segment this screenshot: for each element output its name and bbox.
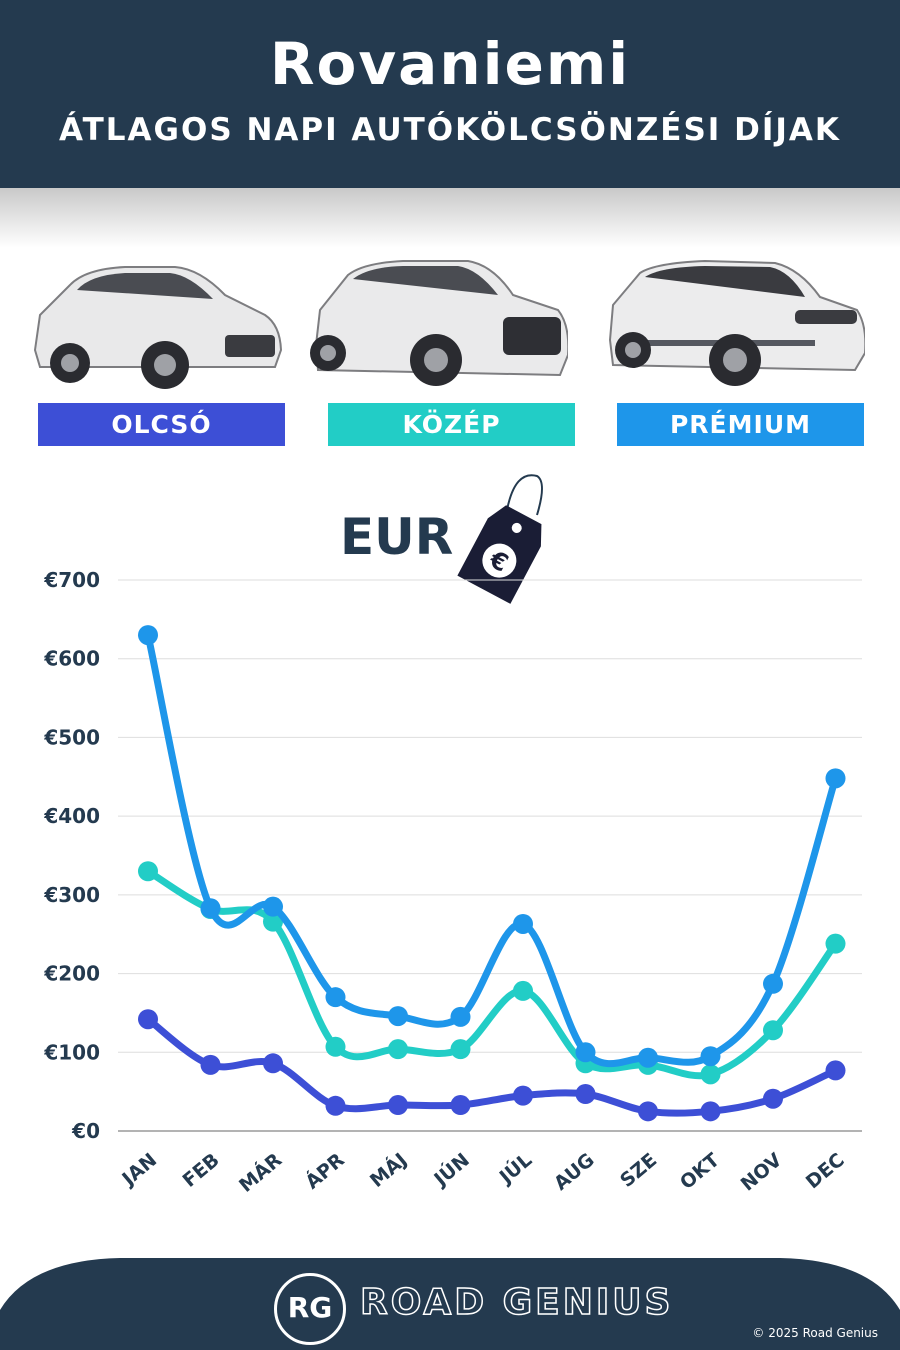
data-point xyxy=(513,1085,533,1106)
x-tick-label: FEB xyxy=(179,1149,224,1192)
data-point xyxy=(200,898,221,919)
data-point xyxy=(388,1039,408,1060)
x-tick-label: SZE xyxy=(616,1149,661,1192)
x-tick-label: JAN xyxy=(117,1149,162,1191)
series-line xyxy=(144,1015,839,1117)
suv-car-icon xyxy=(310,260,568,386)
data-point xyxy=(513,980,533,1001)
euro-price-tag-icon: € xyxy=(457,474,543,604)
data-point xyxy=(638,1047,658,1068)
data-point xyxy=(825,768,846,789)
legend-badge-kozep: KÖZÉP xyxy=(328,403,575,446)
data-point xyxy=(325,1095,346,1116)
data-point xyxy=(325,987,346,1008)
series-1 xyxy=(138,861,846,1085)
data-point xyxy=(763,1088,783,1109)
page-title: Rovaniemi xyxy=(269,30,631,98)
hatchback-car-icon xyxy=(33,266,283,389)
data-point xyxy=(700,1046,721,1067)
data-point xyxy=(638,1101,658,1122)
x-tick-label: JÚL xyxy=(493,1147,536,1189)
data-point xyxy=(388,1095,408,1116)
page-subtitle: ÁTLAGOS NAPI AUTÓKÖLCSÖNZÉSI DÍJAK xyxy=(59,112,841,148)
y-tick-label: €200 xyxy=(43,962,100,986)
series-0 xyxy=(138,1009,846,1122)
data-point xyxy=(575,1042,596,1063)
data-point xyxy=(825,933,846,954)
premium-suv-car-icon xyxy=(608,259,865,386)
y-tick-label: €400 xyxy=(43,804,100,828)
x-tick-label: OKT xyxy=(676,1149,724,1194)
header-banner: Rovaniemi ÁTLAGOS NAPI AUTÓKÖLCSÖNZÉSI D… xyxy=(0,0,900,188)
legend-badge-premium: PRÉMIUM xyxy=(617,403,864,446)
data-point xyxy=(388,1006,408,1027)
data-point xyxy=(700,1064,721,1085)
y-tick-label: €100 xyxy=(43,1040,100,1064)
x-tick-label: MÁR xyxy=(234,1148,286,1197)
series-2 xyxy=(138,625,846,1068)
y-tick-label: €700 xyxy=(43,568,100,592)
line-chart: €0 €100 €200 €300 €400 €500 €600 €700 JAN FEB MÁR… xyxy=(43,568,862,1197)
y-tick-label: €500 xyxy=(43,725,100,749)
x-tick-label: ÁPR xyxy=(301,1148,349,1194)
legend-badge-olcso: OLCSÓ xyxy=(38,403,285,446)
x-tick-label: JÚN xyxy=(427,1147,473,1191)
data-point xyxy=(200,1054,221,1075)
data-point xyxy=(825,1060,846,1081)
data-point xyxy=(263,896,283,917)
data-point xyxy=(263,1053,283,1074)
data-point xyxy=(450,1095,471,1116)
data-point xyxy=(513,913,533,934)
x-tick-label: MÁJ xyxy=(365,1148,411,1192)
data-point xyxy=(138,1009,158,1030)
brand-name: ROAD GENIUS xyxy=(359,1281,674,1324)
data-point xyxy=(450,1039,471,1060)
y-tick-label: €0 xyxy=(71,1119,100,1143)
currency-label: EUR xyxy=(340,508,454,566)
data-point xyxy=(763,1020,783,1041)
y-tick-label: €600 xyxy=(43,647,100,671)
data-point xyxy=(138,861,158,882)
data-point xyxy=(138,625,158,646)
x-tick-label: NOV xyxy=(737,1149,787,1196)
data-point xyxy=(450,1006,471,1027)
x-tick-label: DEC xyxy=(802,1149,849,1193)
road-genius-logo-icon: RG xyxy=(274,1273,346,1345)
header-shadow xyxy=(0,188,900,248)
data-point xyxy=(263,911,283,932)
data-point xyxy=(575,1084,596,1105)
y-tick-label: €300 xyxy=(43,883,100,907)
data-point xyxy=(325,1036,346,1057)
data-point xyxy=(763,973,783,994)
copyright-text: © 2025 Road Genius xyxy=(752,1326,878,1340)
series-line xyxy=(144,631,839,1068)
data-point xyxy=(700,1101,721,1122)
footer-banner xyxy=(0,1258,900,1350)
x-tick-label: AUG xyxy=(550,1149,599,1195)
